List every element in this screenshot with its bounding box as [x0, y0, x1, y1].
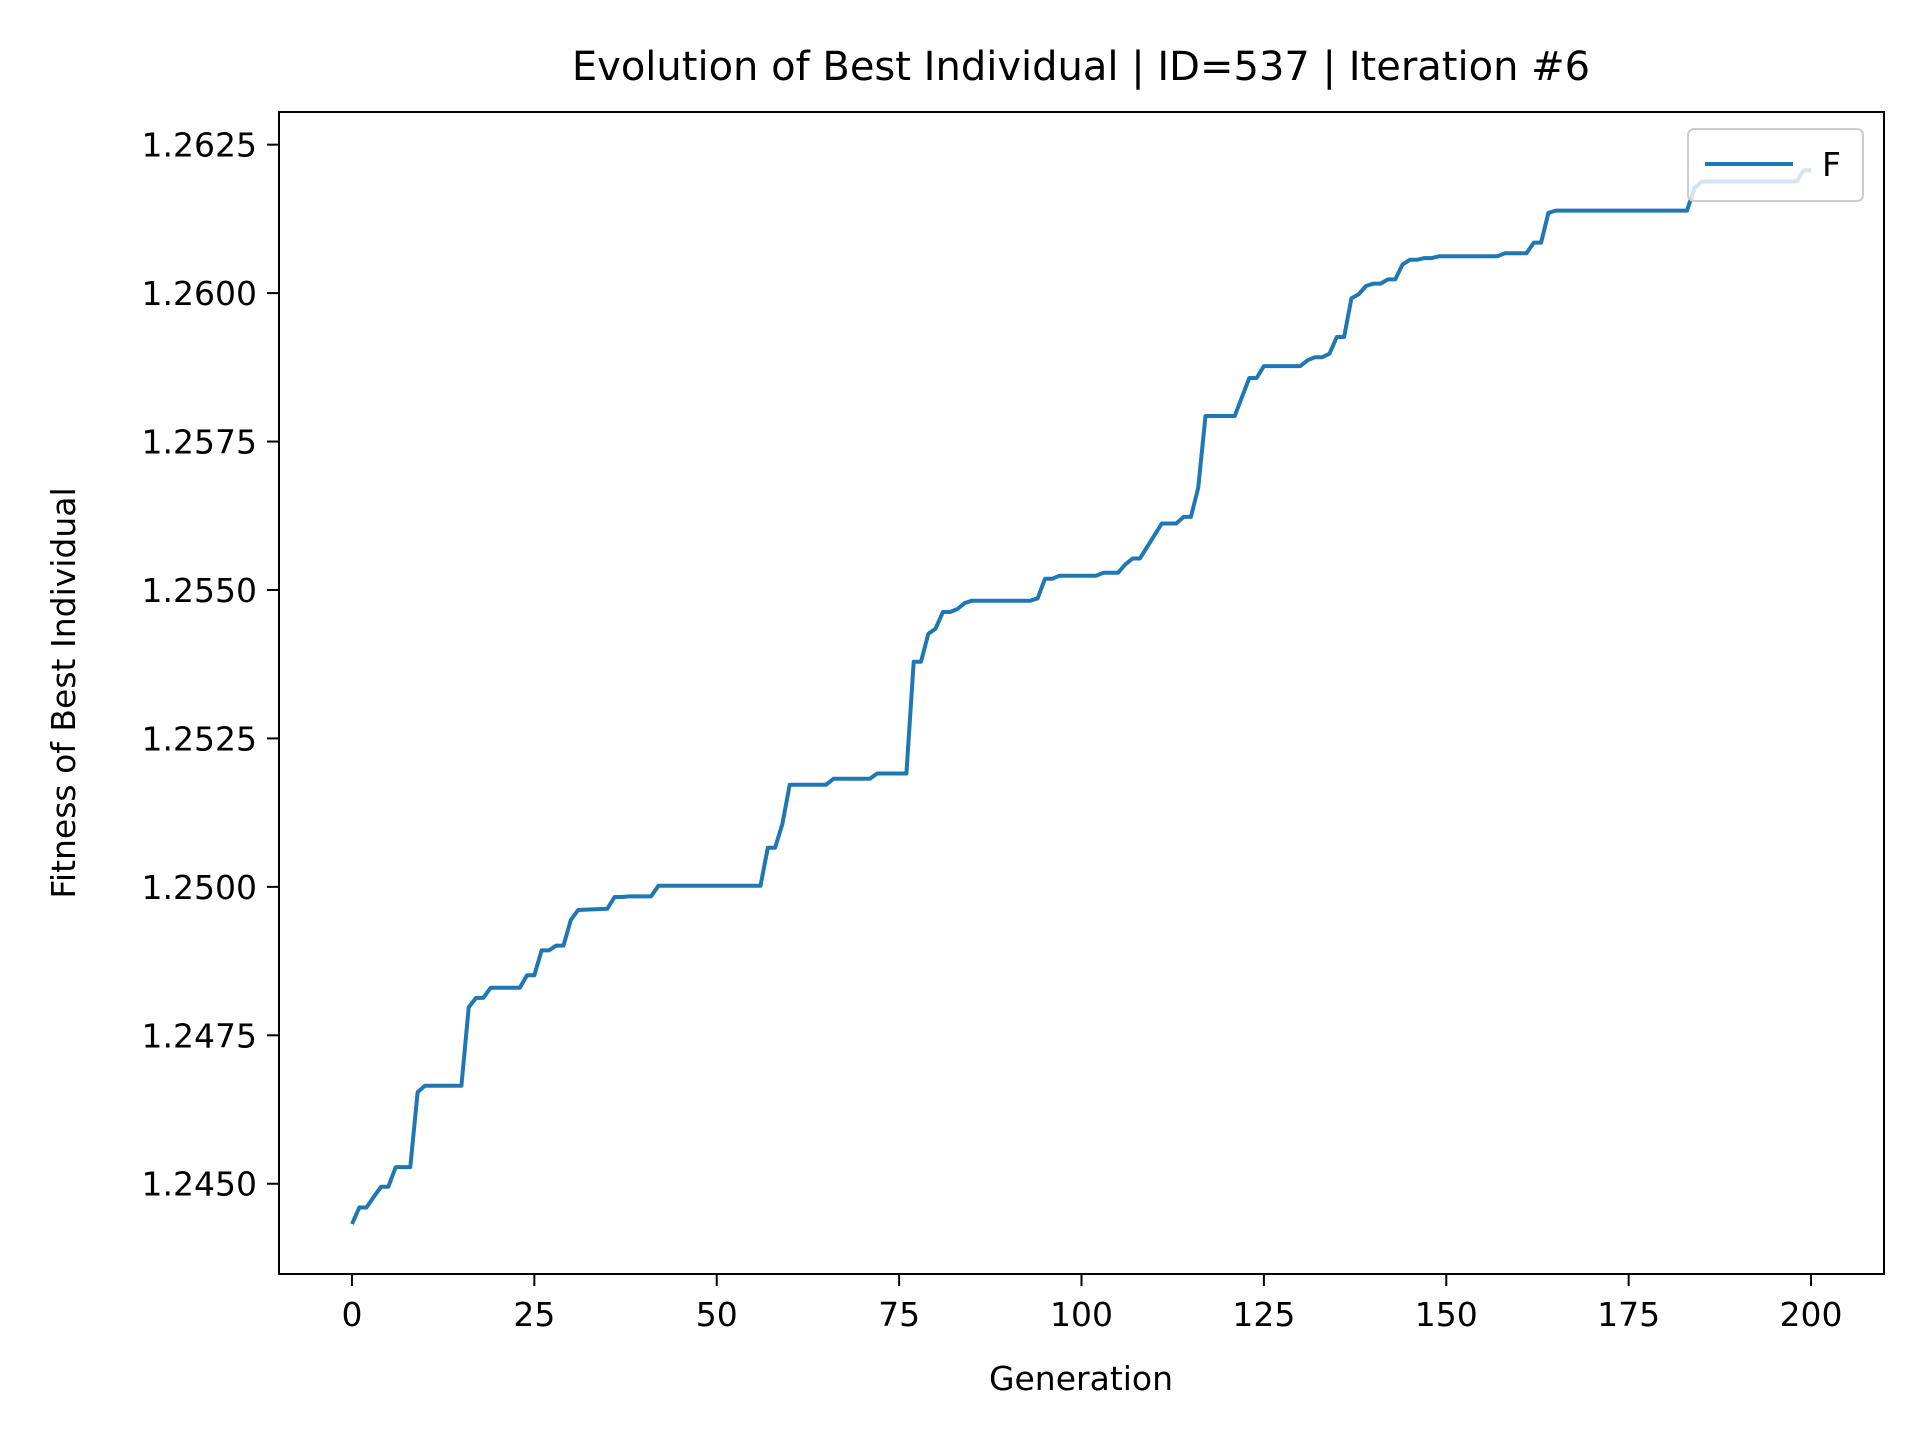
y-axis: 1.2450 1.2475 1.2500 1.2525 1.2550 1.2575 1.26…	[142, 126, 279, 1204]
x-tick-label: 25	[513, 1295, 555, 1334]
series-line-f	[350, 168, 1811, 1225]
x-tick-label: 50	[696, 1295, 738, 1334]
y-tick-label: 1.2450	[142, 1165, 257, 1204]
legend: F	[1687, 128, 1864, 202]
x-tick-label: 75	[878, 1295, 920, 1334]
x-axis-label: Generation	[989, 1359, 1173, 1398]
x-tick-label: 100	[1050, 1295, 1113, 1334]
x-tick-label: 175	[1597, 1295, 1660, 1334]
x-tick-label: 0	[341, 1295, 362, 1334]
y-tick-label: 1.2500	[142, 868, 257, 907]
y-tick-label: 1.2475	[142, 1016, 257, 1055]
legend-label-f: F	[1822, 145, 1841, 184]
y-tick-label: 1.2625	[142, 126, 257, 165]
y-tick-label: 1.2525	[142, 719, 257, 758]
x-tick-label: 150	[1415, 1295, 1478, 1334]
chart-title: Evolution of Best Individual | ID=537 | …	[572, 44, 1590, 90]
x-axis: 0 25 50 75 100 125 150 175 200	[341, 1274, 1843, 1334]
y-tick-label: 1.2550	[142, 571, 257, 610]
y-tick-label: 1.2600	[142, 274, 257, 313]
plot-frame	[278, 111, 1885, 1275]
x-tick-label: 125	[1232, 1295, 1295, 1334]
plot-series-layer	[350, 168, 1811, 1225]
y-tick-label: 1.2575	[142, 423, 257, 462]
x-tick-label: 200	[1780, 1295, 1843, 1334]
y-axis-label: Fitness of Best Individual	[44, 487, 83, 898]
